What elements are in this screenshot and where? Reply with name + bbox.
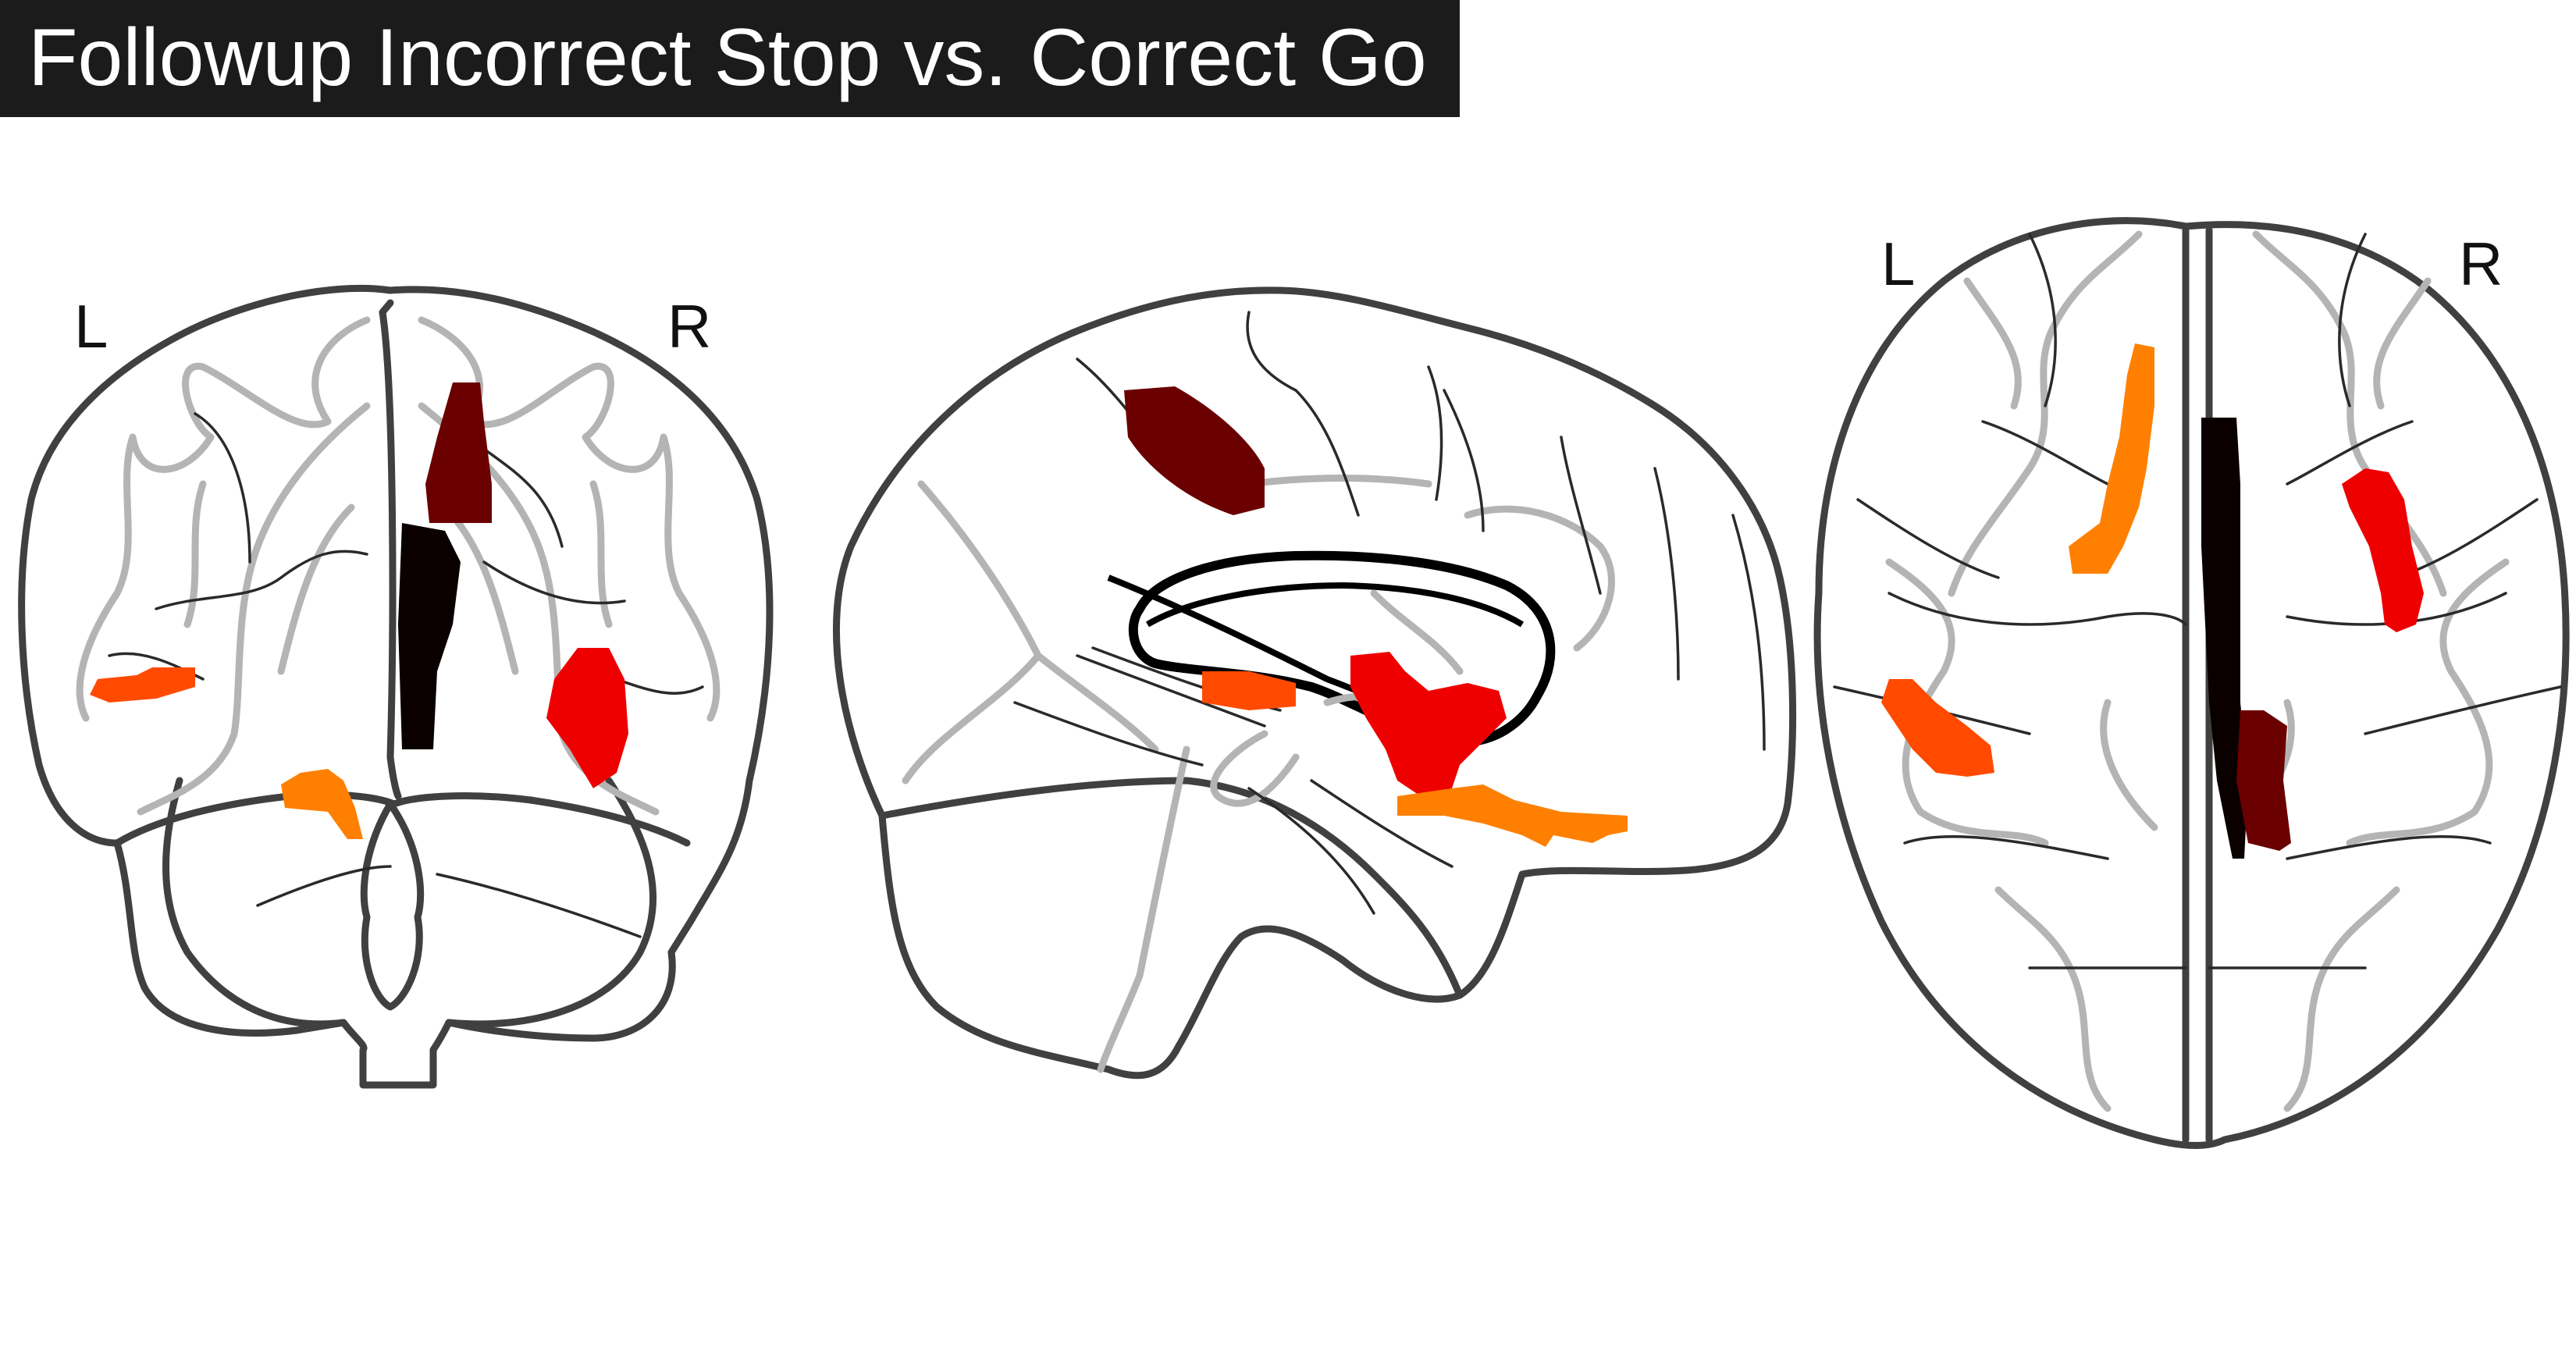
coronal-left-label: L — [74, 292, 108, 361]
coronal-cerebellum-lobes — [360, 800, 425, 1011]
axial-gyri-left — [1885, 230, 2158, 1112]
axial-cluster-orange — [2069, 343, 2154, 574]
coronal-view: L R — [18, 284, 774, 1089]
coronal-right-label: R — [667, 292, 711, 361]
axial-view: L R — [1813, 217, 2570, 1149]
coronal-gyri-left — [76, 316, 371, 816]
axial-brain-outline — [1813, 217, 2570, 1149]
axial-cluster-red — [2342, 468, 2424, 632]
coronal-cluster-orange-red — [90, 667, 195, 703]
sagittal-cluster-orange — [1397, 784, 1628, 847]
coronal-gyri-right — [418, 316, 720, 816]
coronal-cluster-dark-red — [425, 382, 492, 523]
axial-gyri-right — [2236, 230, 2510, 1112]
coronal-cerebellum-left — [162, 777, 347, 1028]
sagittal-view — [833, 286, 1797, 1080]
sagittal-brain-outline — [833, 286, 1797, 1080]
sagittal-cluster-orange-red — [1202, 671, 1296, 710]
figure-title: Followup Incorrect Stop vs. Correct Go — [28, 12, 1427, 103]
title-bar: Followup Incorrect Stop vs. Correct Go — [0, 0, 1460, 117]
sagittal-gyri — [902, 475, 1615, 1073]
axial-cluster-orange-red — [1881, 679, 1994, 777]
coronal-cluster-orange — [281, 769, 363, 839]
coronal-brain-outline — [18, 284, 774, 1089]
coronal-sulci — [108, 412, 704, 938]
sagittal-cluster-dark-red — [1124, 386, 1265, 515]
sagittal-cluster-red — [1350, 652, 1507, 796]
axial-right-label: R — [2459, 229, 2503, 298]
coronal-cluster-red — [546, 648, 628, 788]
coronal-cluster-black — [398, 523, 461, 749]
axial-sulci — [1833, 233, 2562, 969]
axial-cluster-black — [2201, 418, 2248, 859]
axial-cluster-dark-red — [2236, 710, 2291, 851]
coronal-midline — [379, 299, 402, 800]
axial-left-label: L — [1881, 229, 1915, 298]
coronal-cerebellum-right — [445, 777, 657, 1028]
sagittal-ventricle — [1128, 550, 1556, 747]
